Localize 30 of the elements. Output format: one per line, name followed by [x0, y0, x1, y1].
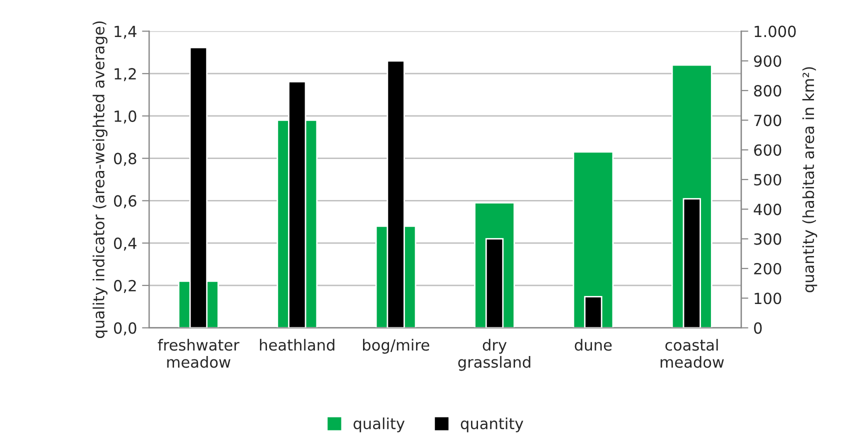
bar	[572, 151, 614, 328]
y2-tick-label: 600	[754, 144, 782, 156]
x-tick-label: dune	[574, 338, 612, 351]
x-tick-label: dry grassland	[458, 338, 530, 371]
y-tick-label: 0,4	[114, 238, 136, 251]
y2-tick-label: 100	[754, 292, 782, 304]
y2-tick-label: 700	[754, 114, 782, 126]
x-tick-label: freshwater meadow	[158, 338, 240, 368]
y-tick-label: 0,8	[114, 152, 136, 166]
y2-tick-label: 800	[754, 85, 782, 97]
y-tick-label: 0,6	[114, 195, 136, 208]
legend-label: quality	[354, 417, 405, 432]
x-tick-label: bog/mire	[363, 338, 430, 354]
y2-tick-label: 400	[754, 204, 782, 216]
y-tick-label: 1,0	[114, 110, 136, 124]
y2-tick-label: 0	[754, 322, 762, 334]
y2-tick-label: 900	[754, 55, 782, 67]
x-tick-label: coastal meadow	[660, 338, 724, 368]
y-tick-label: 1,4	[114, 26, 136, 39]
y-tick-label: 1,2	[114, 68, 136, 82]
legend-label: quantity	[460, 417, 524, 432]
y-axis-title: quality indicator (area-weighted average)	[92, 21, 108, 338]
y2-axis-title: quantity (habitat area in km²)	[802, 67, 818, 292]
y2-tick-label: 200	[754, 262, 782, 275]
y2-tick-label: 300	[754, 233, 782, 245]
y2-tick-label: 1.000	[754, 26, 796, 38]
y-tick-label: 0,2	[114, 280, 136, 294]
y-tick-label: 0,0	[114, 322, 136, 336]
y2-tick-label: 500	[754, 174, 782, 186]
x-tick-label: heathland	[260, 338, 334, 351]
